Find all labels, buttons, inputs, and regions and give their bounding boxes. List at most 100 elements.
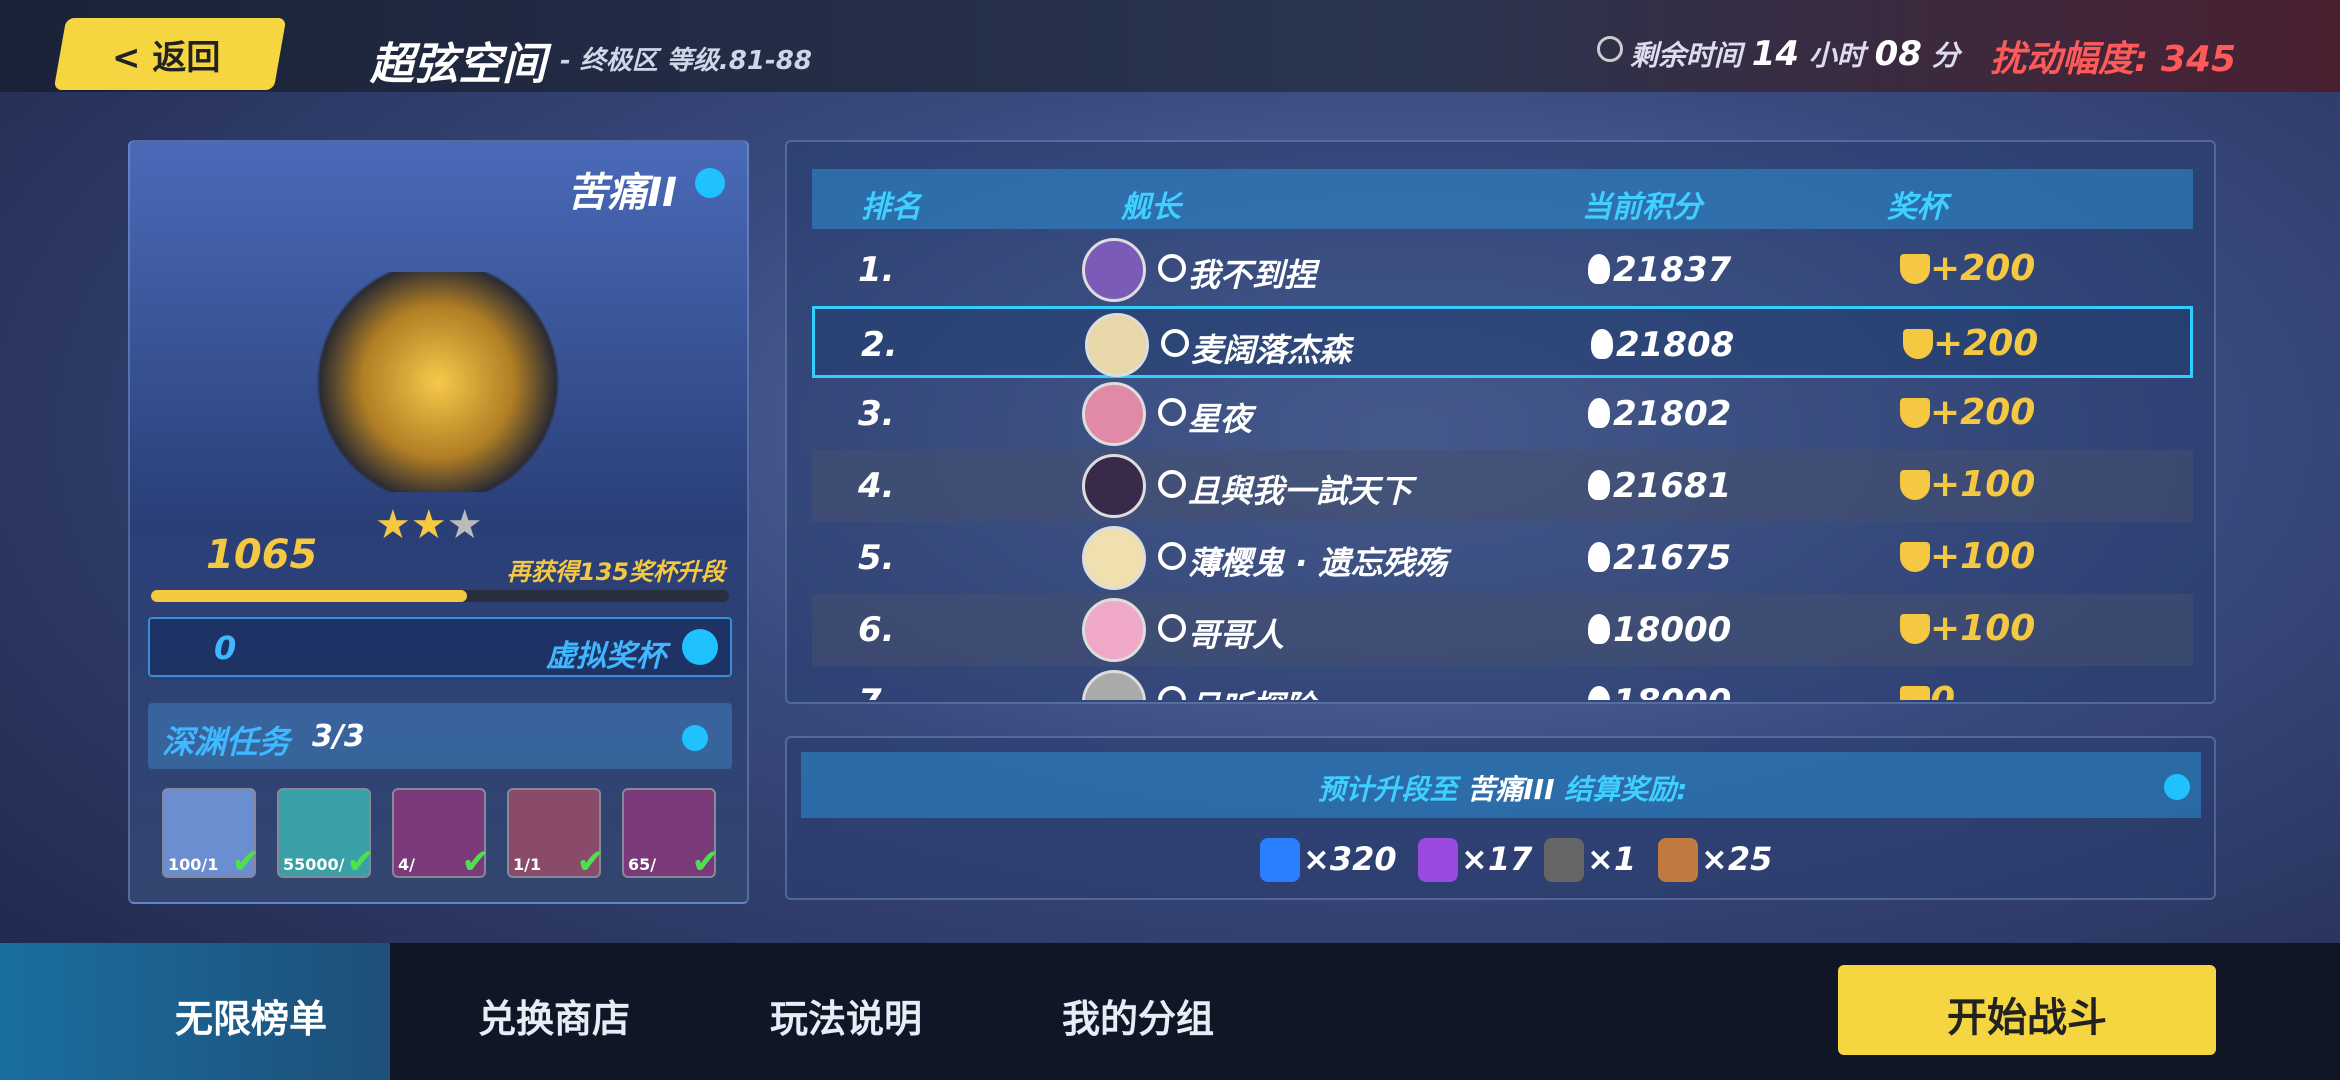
rank: 5.	[858, 538, 895, 578]
rank-name: 苦痛II	[567, 170, 677, 216]
check: ✔	[346, 842, 376, 882]
task-icon[interactable]: 100/1 ✔	[162, 788, 260, 882]
check: ✔	[576, 842, 606, 882]
info-icon[interactable]	[682, 629, 718, 665]
flame-icon	[1591, 329, 1613, 359]
reward-banner	[801, 752, 2201, 818]
reward-count: ×1	[1587, 840, 1637, 878]
avatar	[1082, 238, 1146, 302]
trophy-icon	[1900, 686, 1930, 700]
leaderboard-row[interactable]: 6. 哥哥人 18000 +100	[812, 594, 2193, 666]
stars: ★★★	[375, 502, 483, 548]
timer-label: 剩余时间	[1630, 39, 1743, 72]
tab[interactable]: 玩法说明	[770, 997, 923, 1041]
minutes: 08	[1874, 34, 1922, 74]
header-row	[812, 169, 2193, 229]
virtual-box: 0 虚拟奖杯	[148, 617, 732, 677]
reward-icon	[1260, 838, 1300, 882]
play-icon[interactable]	[695, 168, 725, 198]
search-icon[interactable]	[1161, 329, 1189, 357]
trophy-reward: +200	[1930, 248, 2036, 289]
hours-unit: 小时	[1808, 39, 1865, 72]
clock-icon	[1597, 36, 1623, 62]
task-icon[interactable]: 4/ ✔	[392, 788, 490, 882]
trophy-reward: 0	[1930, 680, 1955, 700]
reward-target: 苦痛III	[1467, 773, 1555, 806]
tab[interactable]: 我的分组	[1062, 997, 1215, 1041]
avatar	[1085, 313, 1149, 377]
reward-panel: 预计升段至 苦痛III 结算奖励: ×320 ×17 ×1 ×25	[785, 736, 2216, 900]
leaderboard-row[interactable]: 5. 薄樱鬼 · 遗忘残殇 21675 +100	[812, 522, 2193, 594]
column-header: 奖杯	[1887, 190, 1947, 225]
rank: 2.	[861, 325, 898, 365]
rank: 7.	[858, 682, 895, 700]
trophy-reward: +100	[1930, 536, 2036, 577]
rank: 6.	[858, 610, 895, 650]
task-icon[interactable]: 55000/✔	[277, 788, 375, 882]
trophy-reward: +200	[1930, 392, 2036, 433]
flame-icon	[1588, 254, 1610, 284]
upgrade-hint: 再获得135奖杯升段	[506, 558, 725, 586]
reward-icon	[1658, 838, 1698, 882]
leaderboard-row[interactable]: 3. 星夜 21802 +200	[812, 378, 2193, 450]
start-label[interactable]: 开始战斗	[1947, 995, 2107, 1041]
trophy-reward: +200	[1933, 323, 2039, 364]
active-tab	[0, 943, 390, 1080]
search-icon[interactable]	[1158, 470, 1186, 498]
mission-label: 深渊任务	[162, 723, 291, 761]
reward-icon	[1418, 838, 1458, 882]
subtitle: - 终极区 等级.81-88	[560, 46, 812, 76]
task-icon[interactable]: 1/1 ✔	[507, 788, 605, 882]
reward-count: ×17	[1461, 840, 1533, 878]
task-count: 55000/	[283, 855, 345, 874]
trophy-count: 1065	[206, 532, 318, 578]
column-header: 当前积分	[1582, 190, 1702, 225]
task-count: 1/1	[513, 855, 542, 874]
start-button[interactable]	[1838, 965, 2216, 1055]
reward-count: ×320	[1303, 840, 1397, 878]
title: 超弦空间	[370, 39, 546, 90]
search-icon[interactable]	[1158, 542, 1186, 570]
trophy-icon	[1900, 542, 1930, 572]
task-count: 100/1	[168, 855, 219, 874]
disturbance: 扰动幅度: 345	[1990, 39, 2237, 80]
virtual-count: 0	[214, 629, 237, 667]
flame-icon	[1588, 686, 1610, 700]
avatar	[1082, 598, 1146, 662]
leaderboard-row[interactable]: 1. 我不到捏 21837 +200	[812, 234, 2193, 306]
flame-icon	[1588, 542, 1610, 572]
task-icon[interactable]: 65/ ✔	[622, 788, 720, 882]
search-icon[interactable]	[1158, 398, 1186, 426]
search-icon[interactable]	[1158, 254, 1186, 282]
rows: 1. 我不到捏 21837 +200 2. 麦阔落杰森 21808 +200 3. 星夜 21802…	[787, 234, 2214, 700]
flame-icon	[1588, 398, 1610, 428]
play-icon[interactable]	[2164, 774, 2190, 800]
flame-icon	[1588, 470, 1610, 500]
tab[interactable]: 兑换商店	[478, 997, 631, 1041]
captain-name: 月听探险	[1188, 682, 1316, 700]
captain-name: 星夜	[1188, 400, 1253, 438]
top-bar	[0, 0, 2340, 92]
virtual-label: 虚拟奖杯	[546, 639, 666, 674]
reward-icon	[1544, 838, 1584, 882]
rank: 1.	[858, 250, 895, 290]
trophy-reward: +100	[1930, 464, 2036, 505]
leaderboard-row[interactable]: 2. 麦阔落杰森 21808 +200	[812, 306, 2193, 378]
captain-name: 我不到捏	[1188, 256, 1317, 294]
avatar	[1082, 526, 1146, 590]
leaderboard-row[interactable]: 7. 月听探险 18000 0	[812, 666, 2193, 700]
leaderboard-row[interactable]: 4. 且與我一試天下 21681 +100	[812, 450, 2193, 522]
mission-box[interactable]: 深渊任务 3/3	[148, 703, 732, 769]
trophy-icon	[1900, 254, 1930, 284]
back-label[interactable]: < 返回	[112, 30, 220, 79]
search-icon[interactable]	[1158, 614, 1186, 642]
score: 21681	[1613, 466, 1732, 506]
avatar	[1082, 382, 1146, 446]
search-icon[interactable]	[1158, 686, 1186, 700]
hours: 14	[1751, 34, 1800, 74]
score: 21802	[1613, 394, 1732, 434]
tab[interactable]: 无限榜单	[175, 997, 328, 1041]
column-header: 舰长	[1121, 190, 1181, 225]
column-header: 排名	[861, 190, 921, 225]
